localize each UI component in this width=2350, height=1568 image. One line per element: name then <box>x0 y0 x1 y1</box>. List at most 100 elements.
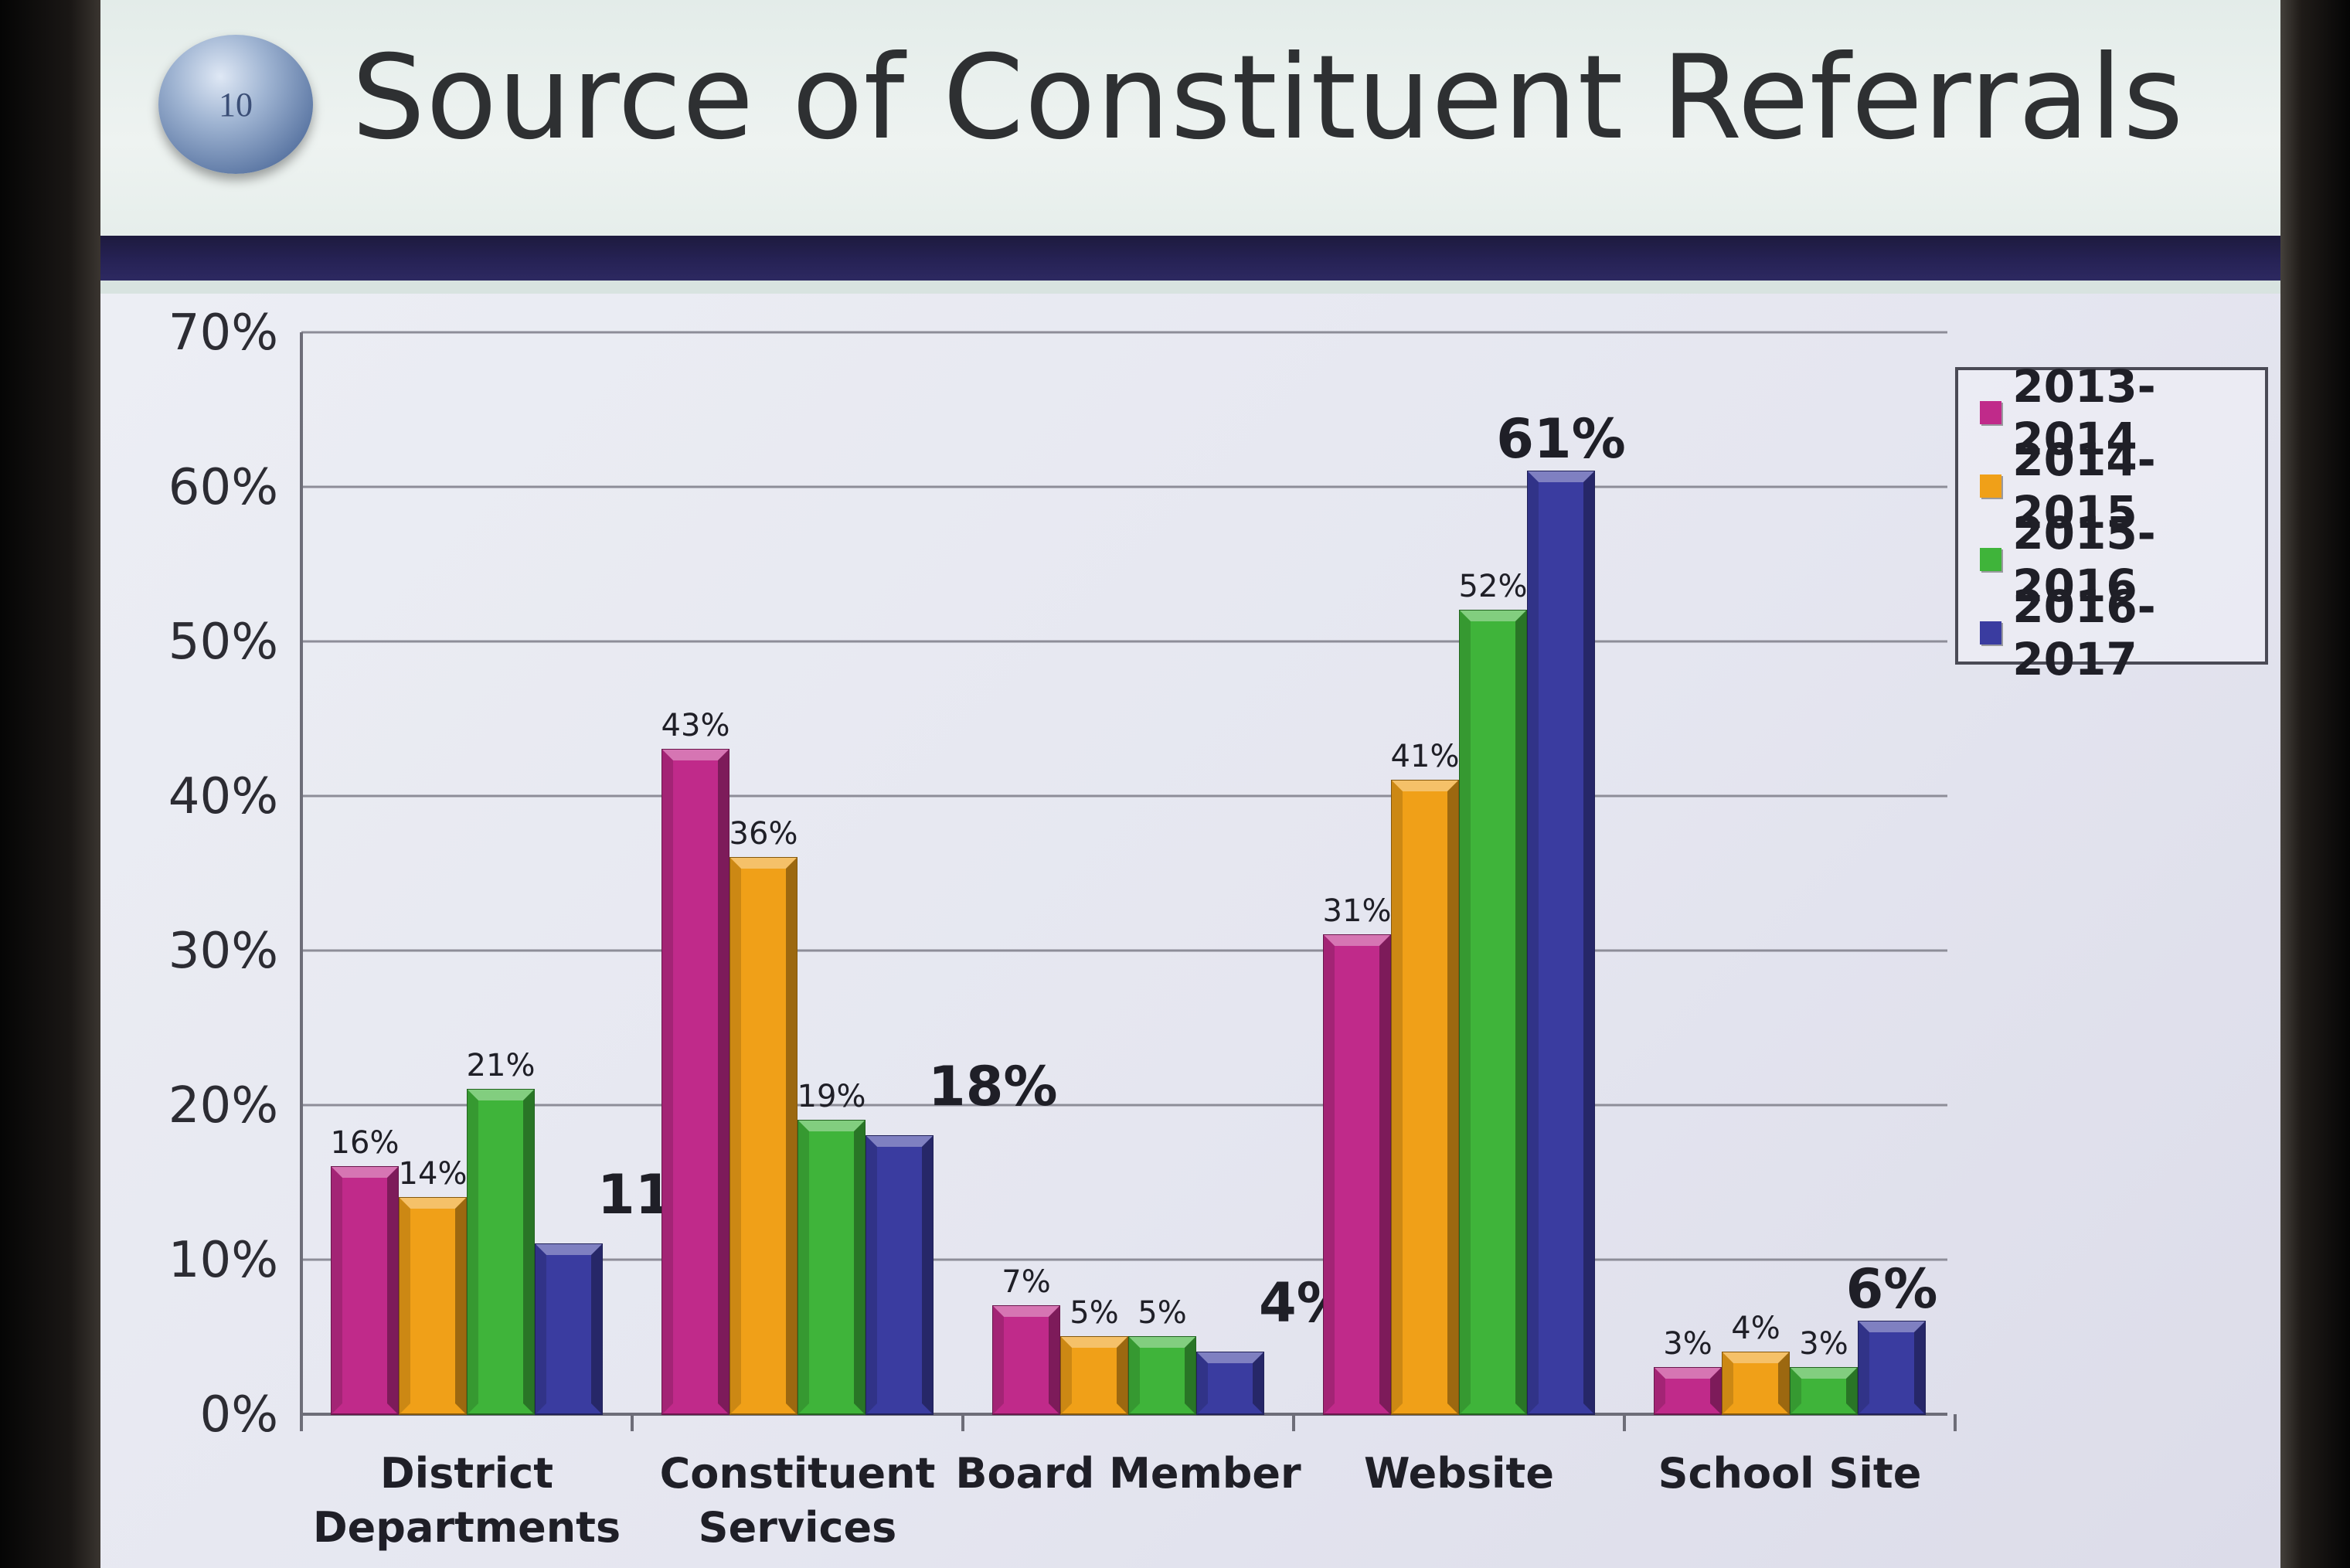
bar-bevel-right <box>1710 1368 1721 1414</box>
y-tick-label: 50% <box>168 614 278 671</box>
bar-bevel-top <box>400 1198 466 1209</box>
bar-bevel-right <box>387 1167 398 1414</box>
bar-data-label: 14% <box>399 1156 468 1192</box>
bar-data-label: 41% <box>1391 739 1460 774</box>
bar-data-label: 7% <box>1002 1264 1050 1300</box>
bar-bevel-left <box>400 1198 410 1414</box>
bar-bevel-top <box>866 1136 933 1147</box>
bar-bevel-left <box>730 858 741 1414</box>
bar-bevel-top <box>1460 611 1526 621</box>
bar-bevel-left <box>662 750 673 1414</box>
chart-area: 0%10%20%30%40%50%60%70%16%14%21%11%Distr… <box>100 294 2280 1568</box>
bar-bevel-top <box>1528 471 1594 482</box>
bar <box>1459 610 1527 1415</box>
bar-bevel-right <box>718 750 729 1414</box>
bar-bevel-left <box>332 1167 342 1414</box>
bar-bevel-right <box>591 1244 602 1414</box>
bar-bevel-left <box>1723 1352 1733 1414</box>
bar-bevel-top <box>1859 1321 1925 1332</box>
bar-bevel-left <box>1460 611 1471 1414</box>
bar-bevel-right <box>1914 1321 1925 1414</box>
bar-data-label: 3% <box>1663 1326 1712 1362</box>
bar-bevel-top <box>1324 935 1390 946</box>
presentation-slide: 10 Source of Constituent Referrals 0% 10%… <box>100 0 2280 1568</box>
bar-bevel-left <box>993 1306 1004 1414</box>
legend-swatch-2016-2017 <box>1980 621 2002 645</box>
legend-label: 2016-2017 <box>2012 580 2156 685</box>
legend-item-2016-2017: 2016-2017 <box>1980 580 2265 685</box>
bar-bevel-left <box>1129 1337 1140 1414</box>
bar-bevel-left <box>1061 1337 1072 1414</box>
bar-bevel-top <box>1197 1352 1263 1363</box>
bar-bevel-right <box>1583 471 1594 1414</box>
bar-bevel-top <box>993 1306 1059 1317</box>
bar-data-label: 16% <box>331 1125 400 1161</box>
bar-bevel-left <box>1655 1368 1665 1414</box>
slide-number: 10 <box>219 85 253 124</box>
legend-item-2013-2014: 2013-2014 <box>1980 360 2265 465</box>
bar-bevel-top <box>662 750 729 760</box>
bar-data-label: 3% <box>1799 1326 1848 1362</box>
x-category-label: Departments <box>313 1503 621 1552</box>
bar-data-label: 52% <box>1459 569 1528 604</box>
title-divider-bar <box>100 236 2280 281</box>
x-category-label: Services <box>699 1503 897 1552</box>
bar-bevel-top <box>1392 781 1458 791</box>
bar-bevel-top <box>1791 1368 1857 1379</box>
x-category-label: District <box>380 1449 553 1498</box>
slide-header: 10 Source of Constituent Referrals <box>100 0 2280 236</box>
bar-bevel-right <box>1049 1306 1059 1414</box>
legend-label: 2015-2016 <box>2012 507 2156 612</box>
slide-number-badge: 10 <box>158 35 313 174</box>
bar-bevel-right <box>1117 1337 1127 1414</box>
bar-bevel-left <box>1392 781 1403 1414</box>
bar-bevel-top <box>468 1090 534 1100</box>
bar <box>729 857 798 1415</box>
bar-bevel-right <box>854 1121 865 1414</box>
x-category-label: Constituent <box>660 1449 936 1498</box>
bar-data-label: 43% <box>661 708 730 743</box>
bar-bevel-top <box>332 1167 398 1178</box>
bar-bevel-top <box>1129 1337 1195 1348</box>
bar-bevel-left <box>798 1121 809 1414</box>
projector-frame-right <box>2280 0 2350 1568</box>
bar-chart: 0%10%20%30%40%50%60%70%16%14%21%11%Distr… <box>168 304 1957 1552</box>
bar-data-label: 6% <box>1846 1257 1938 1321</box>
legend-swatch-2014-2015 <box>1980 474 2002 498</box>
legend-swatch-2013-2014 <box>1980 401 2002 424</box>
y-tick-label: 40% <box>168 768 278 825</box>
bar-data-label: 36% <box>729 816 798 852</box>
y-tick-label: 20% <box>168 1077 278 1134</box>
slide-title: Source of Constituent Referrals <box>352 31 2185 165</box>
bar-bevel-left <box>1528 471 1539 1414</box>
bar-bevel-right <box>455 1198 466 1414</box>
bar-data-label: 61% <box>1496 407 1626 471</box>
y-tick-label: 10% <box>168 1232 278 1289</box>
bar-data-label: 31% <box>1323 893 1392 929</box>
y-tick-label: 60% <box>168 459 278 516</box>
bar-bevel-right <box>1515 611 1526 1414</box>
x-category-label: School Site <box>1658 1449 1922 1498</box>
bar-bevel-top <box>1061 1337 1127 1348</box>
bar-bevel-right <box>1846 1368 1857 1414</box>
projector-frame-left <box>0 0 100 1568</box>
legend-label: 2014-2015 <box>2012 434 2156 539</box>
bar-bevel-left <box>1859 1321 1869 1414</box>
bar-bevel-left <box>1324 935 1335 1414</box>
bar-bevel-left <box>536 1244 546 1414</box>
bar-bevel-right <box>786 858 797 1414</box>
x-category-label: Board Member <box>955 1449 1301 1498</box>
bar <box>866 1135 934 1415</box>
bar <box>467 1089 535 1415</box>
bar-data-label: 5% <box>1138 1295 1186 1331</box>
bar-bevel-right <box>1185 1337 1195 1414</box>
bar-bevel-right <box>922 1136 933 1414</box>
bar-bevel-right <box>1379 935 1390 1414</box>
legend-label: 2013-2014 <box>2012 360 2156 465</box>
legend-item-2014-2015: 2014-2015 <box>1980 434 2265 539</box>
bar <box>1527 471 1595 1415</box>
bar-bevel-left <box>866 1136 877 1414</box>
bar <box>535 1243 603 1415</box>
bar-bevel-left <box>1791 1368 1801 1414</box>
bar-bevel-right <box>1447 781 1458 1414</box>
